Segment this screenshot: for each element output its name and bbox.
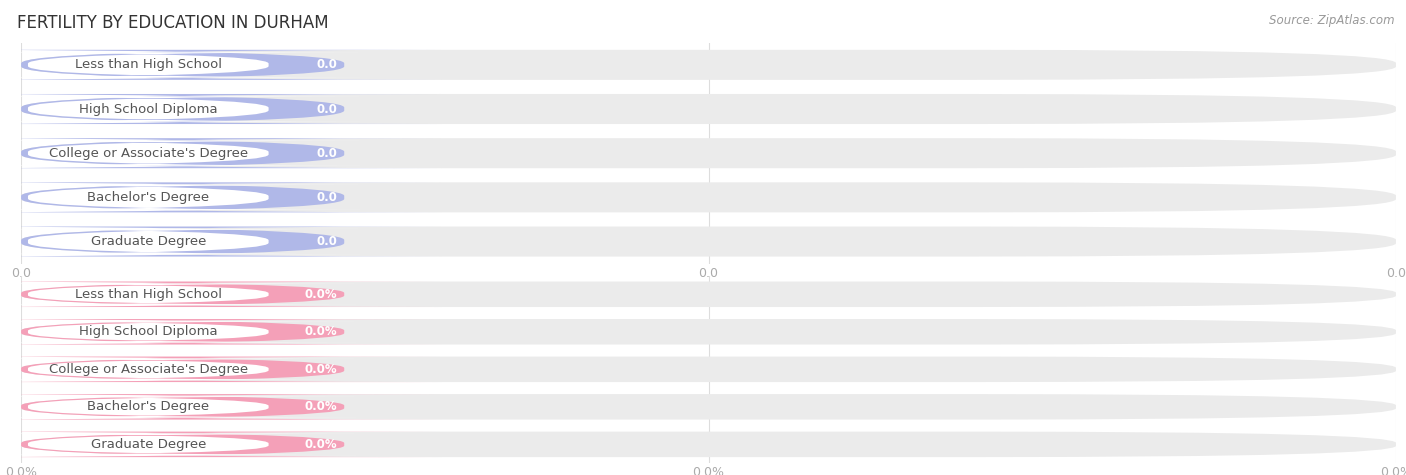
FancyBboxPatch shape — [0, 319, 441, 344]
Text: FERTILITY BY EDUCATION IN DURHAM: FERTILITY BY EDUCATION IN DURHAM — [17, 14, 329, 32]
Text: 0.0%: 0.0% — [6, 466, 37, 475]
FancyBboxPatch shape — [0, 357, 441, 382]
FancyBboxPatch shape — [0, 227, 441, 256]
Text: College or Associate's Degree: College or Associate's Degree — [49, 147, 247, 160]
Text: 0.0: 0.0 — [316, 58, 337, 71]
FancyBboxPatch shape — [21, 182, 1396, 212]
Text: Bachelor's Degree: Bachelor's Degree — [87, 191, 209, 204]
Text: College or Associate's Degree: College or Associate's Degree — [49, 363, 247, 376]
Text: 0.0: 0.0 — [11, 267, 31, 280]
FancyBboxPatch shape — [0, 50, 441, 80]
FancyBboxPatch shape — [0, 396, 381, 418]
FancyBboxPatch shape — [0, 94, 441, 124]
Text: 0.0: 0.0 — [316, 191, 337, 204]
Text: Graduate Degree: Graduate Degree — [90, 235, 205, 248]
Text: 0.0%: 0.0% — [693, 466, 724, 475]
FancyBboxPatch shape — [0, 394, 441, 419]
Text: Graduate Degree: Graduate Degree — [90, 438, 205, 451]
FancyBboxPatch shape — [0, 434, 381, 455]
FancyBboxPatch shape — [0, 185, 381, 210]
Text: Less than High School: Less than High School — [75, 58, 222, 71]
FancyBboxPatch shape — [0, 284, 381, 305]
FancyBboxPatch shape — [0, 229, 381, 254]
Text: 0.0: 0.0 — [316, 235, 337, 248]
Text: 0.0%: 0.0% — [305, 438, 337, 451]
Text: Bachelor's Degree: Bachelor's Degree — [87, 400, 209, 413]
Text: 0.0%: 0.0% — [305, 400, 337, 413]
FancyBboxPatch shape — [21, 227, 1396, 256]
FancyBboxPatch shape — [0, 141, 381, 166]
FancyBboxPatch shape — [0, 138, 441, 168]
FancyBboxPatch shape — [21, 394, 1396, 419]
FancyBboxPatch shape — [21, 138, 1396, 168]
Text: High School Diploma: High School Diploma — [79, 325, 218, 338]
FancyBboxPatch shape — [21, 94, 1396, 124]
FancyBboxPatch shape — [21, 50, 1396, 80]
Text: Less than High School: Less than High School — [75, 288, 222, 301]
FancyBboxPatch shape — [0, 182, 441, 212]
FancyBboxPatch shape — [21, 282, 1396, 307]
Text: 0.0%: 0.0% — [1381, 466, 1406, 475]
Text: 0.0: 0.0 — [316, 147, 337, 160]
FancyBboxPatch shape — [21, 432, 1396, 457]
Text: High School Diploma: High School Diploma — [79, 103, 218, 115]
FancyBboxPatch shape — [0, 96, 381, 122]
FancyBboxPatch shape — [0, 282, 441, 307]
Text: 0.0: 0.0 — [316, 103, 337, 115]
FancyBboxPatch shape — [0, 321, 381, 342]
FancyBboxPatch shape — [21, 319, 1396, 344]
FancyBboxPatch shape — [0, 52, 381, 77]
Text: 0.0%: 0.0% — [305, 325, 337, 338]
FancyBboxPatch shape — [21, 357, 1396, 382]
Text: Source: ZipAtlas.com: Source: ZipAtlas.com — [1270, 14, 1395, 27]
Text: 0.0: 0.0 — [699, 267, 718, 280]
Text: 0.0%: 0.0% — [305, 363, 337, 376]
FancyBboxPatch shape — [0, 359, 381, 380]
Text: 0.0: 0.0 — [1386, 267, 1406, 280]
FancyBboxPatch shape — [0, 432, 441, 457]
Text: 0.0%: 0.0% — [305, 288, 337, 301]
